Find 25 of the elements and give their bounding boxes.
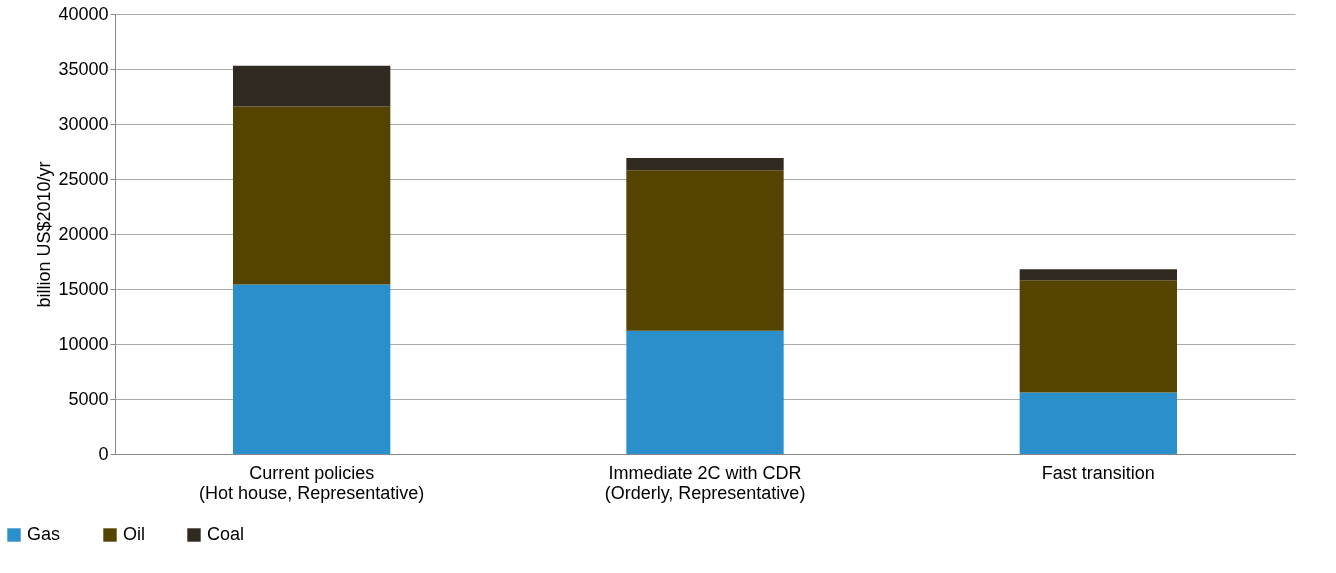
- y-tick-label: 0: [98, 443, 109, 464]
- y-tick-label: 25000: [58, 168, 109, 189]
- bar: [1019, 269, 1177, 281]
- y-tick-label: 40000: [58, 3, 109, 24]
- y-tick-label: 15000: [58, 278, 109, 299]
- bar: [626, 158, 784, 171]
- x-tick-label: Immediate 2C with CDR (Orderly, Representative): [604, 462, 806, 503]
- y-tick-label: 5000: [68, 388, 109, 409]
- x-tick-label: Current policies (Hot house, Representative): [199, 462, 425, 503]
- legend-label: Gas: [27, 524, 61, 544]
- bar: [233, 284, 391, 454]
- y-tick-label: 20000: [58, 223, 109, 244]
- bar: [233, 65, 391, 107]
- bar: [1019, 392, 1177, 454]
- legend-label: Oil: [123, 524, 145, 544]
- legend-label: Coal: [207, 524, 245, 544]
- y-tick-label: 30000: [58, 113, 109, 134]
- y-axis-title: billion US$2010/yr: [34, 161, 55, 308]
- bar: [1019, 280, 1177, 393]
- bar: [233, 106, 391, 285]
- bar: [626, 170, 784, 331]
- bar: [626, 330, 784, 454]
- x-tick-label: Fast transition: [1041, 462, 1155, 483]
- y-tick-label: 35000: [58, 58, 109, 79]
- y-tick-label: 10000: [58, 333, 109, 354]
